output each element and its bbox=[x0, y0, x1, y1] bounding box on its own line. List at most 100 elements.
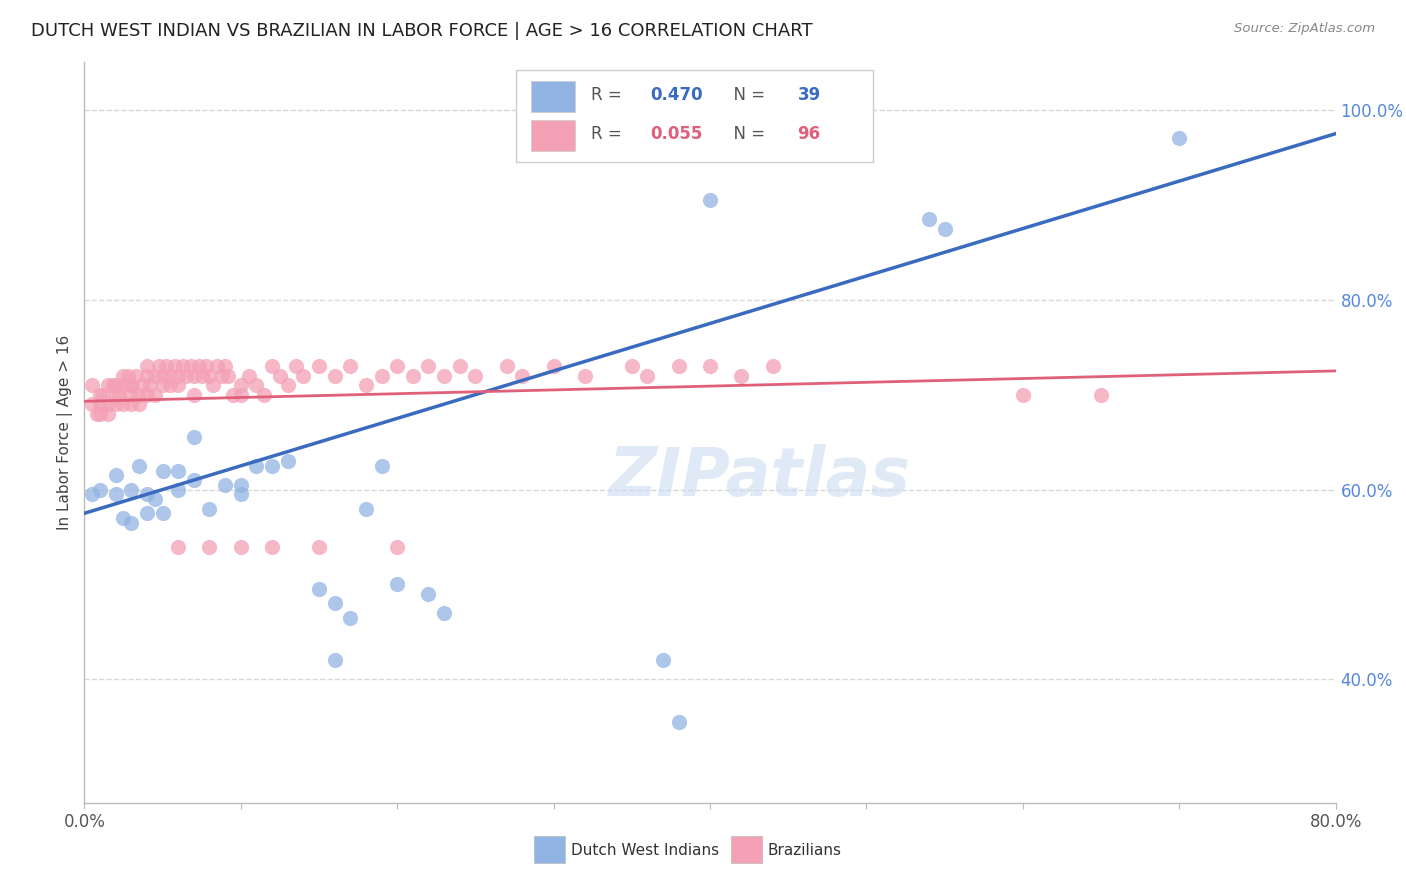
Point bbox=[308, 582, 330, 597]
Point bbox=[284, 359, 307, 374]
Point bbox=[112, 511, 135, 525]
Point bbox=[139, 378, 162, 392]
Point bbox=[104, 468, 127, 483]
Point bbox=[229, 487, 252, 501]
Point bbox=[131, 378, 153, 392]
Point bbox=[418, 587, 440, 601]
Point bbox=[512, 368, 534, 383]
Point bbox=[136, 506, 159, 520]
Point bbox=[183, 473, 205, 487]
Point bbox=[198, 540, 221, 554]
Point bbox=[112, 378, 135, 392]
Point bbox=[277, 378, 299, 392]
Point bbox=[262, 540, 284, 554]
Point bbox=[165, 359, 187, 374]
Point bbox=[148, 359, 170, 374]
Point bbox=[97, 378, 120, 392]
Point bbox=[89, 483, 111, 497]
Point bbox=[152, 368, 174, 383]
Point bbox=[143, 491, 166, 506]
Point bbox=[370, 368, 392, 383]
Point bbox=[152, 464, 174, 478]
FancyBboxPatch shape bbox=[516, 70, 873, 162]
Text: N =: N = bbox=[723, 86, 770, 104]
Point bbox=[104, 397, 127, 411]
Point bbox=[402, 368, 425, 383]
Point bbox=[574, 368, 596, 383]
Point bbox=[308, 359, 330, 374]
Text: R =: R = bbox=[591, 86, 627, 104]
Point bbox=[245, 378, 267, 392]
Point bbox=[167, 378, 190, 392]
Point bbox=[187, 359, 209, 374]
Point bbox=[82, 397, 104, 411]
Point bbox=[211, 368, 233, 383]
Point bbox=[543, 359, 565, 374]
FancyBboxPatch shape bbox=[531, 120, 575, 152]
Point bbox=[91, 387, 114, 401]
Point bbox=[292, 368, 315, 383]
Point bbox=[159, 368, 181, 383]
Point bbox=[167, 464, 190, 478]
Point bbox=[637, 368, 659, 383]
Point bbox=[180, 359, 202, 374]
Point bbox=[89, 407, 111, 421]
Point bbox=[1012, 387, 1035, 401]
Point bbox=[136, 368, 159, 383]
Point bbox=[183, 430, 205, 444]
Point bbox=[201, 378, 224, 392]
Point bbox=[128, 397, 150, 411]
Point bbox=[120, 483, 142, 497]
Point bbox=[190, 368, 212, 383]
Point bbox=[229, 387, 252, 401]
Point bbox=[117, 368, 139, 383]
Point bbox=[143, 368, 166, 383]
Point bbox=[354, 501, 377, 516]
Point bbox=[128, 458, 150, 473]
Point bbox=[730, 368, 752, 383]
Point bbox=[155, 359, 177, 374]
Point bbox=[183, 387, 205, 401]
Point bbox=[159, 378, 181, 392]
Point bbox=[86, 407, 108, 421]
Text: 96: 96 bbox=[797, 125, 821, 144]
Point bbox=[174, 368, 197, 383]
Point bbox=[652, 653, 675, 667]
Point bbox=[152, 506, 174, 520]
Point bbox=[89, 397, 111, 411]
Point bbox=[1168, 131, 1191, 145]
Text: DUTCH WEST INDIAN VS BRAZILIAN IN LABOR FORCE | AGE > 16 CORRELATION CHART: DUTCH WEST INDIAN VS BRAZILIAN IN LABOR … bbox=[31, 22, 813, 40]
Text: 39: 39 bbox=[797, 86, 821, 104]
Point bbox=[464, 368, 486, 383]
Point bbox=[152, 378, 174, 392]
Point bbox=[198, 501, 221, 516]
Text: Brazilians: Brazilians bbox=[768, 843, 842, 857]
Point bbox=[183, 368, 205, 383]
Point bbox=[195, 359, 218, 374]
Point bbox=[120, 378, 142, 392]
Point bbox=[143, 387, 166, 401]
Point bbox=[699, 359, 721, 374]
Point bbox=[172, 359, 194, 374]
Point bbox=[277, 454, 299, 468]
Point bbox=[449, 359, 471, 374]
Text: N =: N = bbox=[723, 125, 770, 144]
Text: Source: ZipAtlas.com: Source: ZipAtlas.com bbox=[1234, 22, 1375, 36]
Point bbox=[128, 387, 150, 401]
Point bbox=[245, 458, 267, 473]
Text: 0.055: 0.055 bbox=[650, 125, 703, 144]
Text: 0.470: 0.470 bbox=[650, 86, 703, 104]
Point bbox=[385, 577, 409, 591]
Point bbox=[104, 378, 127, 392]
Point bbox=[214, 359, 236, 374]
Text: R =: R = bbox=[591, 125, 627, 144]
Text: Dutch West Indians: Dutch West Indians bbox=[571, 843, 718, 857]
Point bbox=[136, 487, 159, 501]
Point bbox=[120, 387, 142, 401]
Text: ZIPatlas: ZIPatlas bbox=[609, 444, 911, 510]
Point bbox=[120, 516, 142, 530]
Point bbox=[167, 540, 190, 554]
Point bbox=[229, 478, 252, 492]
Point bbox=[418, 359, 440, 374]
Point bbox=[699, 193, 721, 207]
